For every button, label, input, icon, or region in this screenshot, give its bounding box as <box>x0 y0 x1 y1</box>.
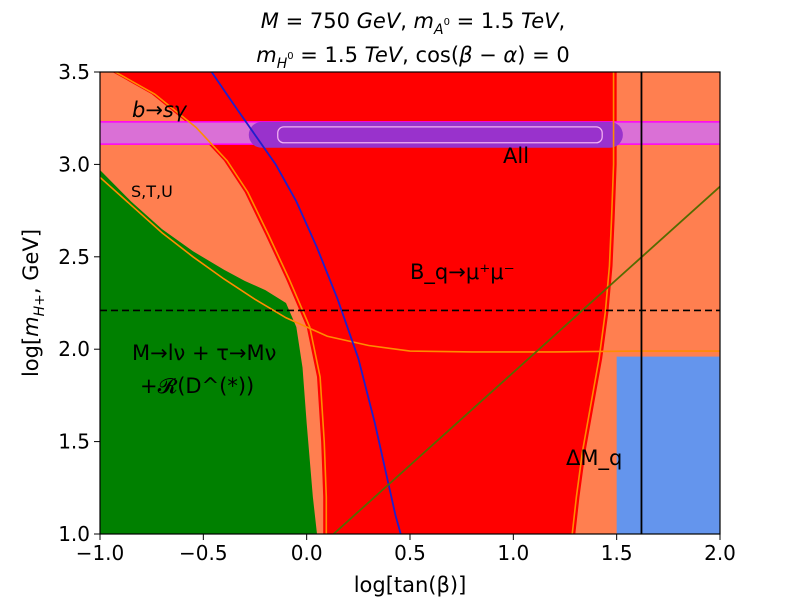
chart-title-line1: M = 750 GeV, mA0 = 1.5 TeV, <box>261 9 565 38</box>
annotation-bq-mumu: B_q→μ⁺μ⁻ <box>410 260 515 285</box>
contour-blue <box>210 72 402 534</box>
y-tick-label: 2.5 <box>58 245 90 269</box>
annotation-all: All <box>503 144 529 168</box>
x-tick-label: 2.0 <box>704 541 736 565</box>
y-tick-label: 1.0 <box>58 522 90 546</box>
annotation-leptonic-line2: +𝓡(D^(*)) <box>140 374 254 398</box>
y-tick-label: 2.0 <box>58 337 90 361</box>
x-tick-label: 0.5 <box>394 541 426 565</box>
annotation-b-to-s-gamma: b→sγ <box>132 98 188 122</box>
region-all <box>248 121 623 148</box>
annotation-leptonic-line1: M→lν + τ→Mν <box>132 341 276 365</box>
contour-lines <box>100 72 720 534</box>
chart-title-line2: mH0 = 1.5 TeV, cos(β − α) = 0 <box>256 43 570 72</box>
region-delta-m-q <box>616 356 720 534</box>
annotation-stu: S,T,U <box>131 182 173 201</box>
plot-area <box>100 72 720 534</box>
y-axis-ticks: 1.0 1.5 2.0 2.5 3.0 3.5 <box>58 60 100 546</box>
x-axis-ticks: −1.0 −0.5 0.0 0.5 1.0 1.5 2.0 <box>76 534 736 565</box>
x-tick-label: −0.5 <box>179 541 228 565</box>
x-tick-label: −1.0 <box>76 541 125 565</box>
region-bq-mumu <box>112 72 617 534</box>
region-all-inner-contour <box>277 126 603 144</box>
region-annotations: b→sγ All S,T,U B_q→μ⁺μ⁻ M→lν + τ→Mν +𝓡(D… <box>131 98 622 471</box>
region-leptonic <box>100 169 317 534</box>
contour-olive <box>332 185 720 534</box>
annotation-delta-m-q: ΔM_q <box>566 446 622 471</box>
y-axis-label: log[mH+, GeV] <box>19 229 48 377</box>
contour-orange-stu <box>100 176 720 353</box>
x-tick-label: 0.0 <box>291 541 323 565</box>
x-tick-label: 1.0 <box>497 541 529 565</box>
y-tick-label: 3.5 <box>58 60 90 84</box>
contour-orange-bq-left <box>115 72 328 534</box>
y-tick-label: 3.0 <box>58 152 90 176</box>
y-tick-label: 1.5 <box>58 430 90 454</box>
x-axis-label: log[tan(β)] <box>354 573 467 597</box>
contour-orange-bq-right <box>571 72 615 534</box>
x-tick-label: 1.5 <box>601 541 633 565</box>
